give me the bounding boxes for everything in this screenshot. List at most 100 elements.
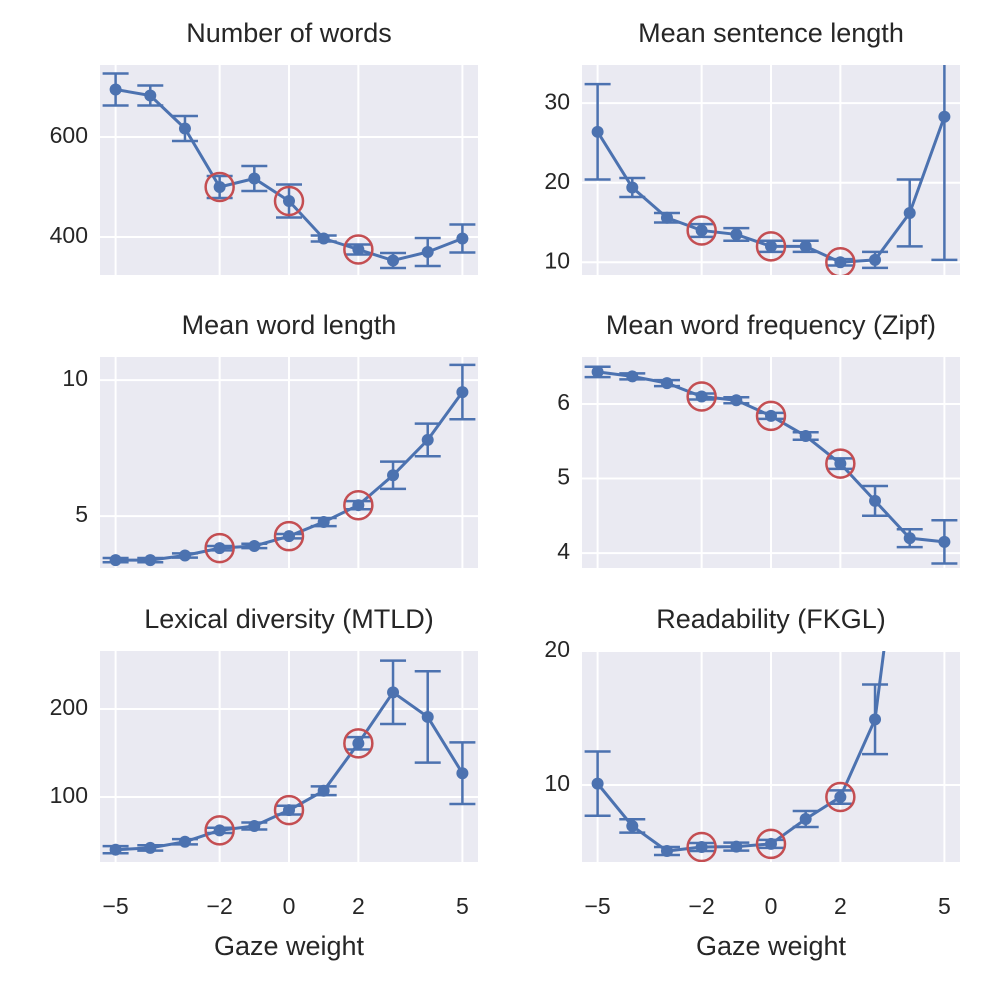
point (730, 840, 743, 853)
point (317, 516, 330, 529)
highlight-ring (343, 728, 374, 759)
subplot: 100 200 −5 −2 0 2 5 Lexical diversity (MTLD) Gaz… (50, 604, 478, 961)
plot-area (584, 651, 889, 862)
point (834, 457, 847, 470)
point (317, 784, 330, 797)
point (456, 767, 469, 780)
point (903, 532, 916, 545)
highlight-ring (825, 781, 856, 813)
point (144, 554, 157, 567)
y-tick-label: 30 (544, 88, 570, 114)
point (660, 377, 673, 390)
point (938, 110, 951, 123)
y-tick-label: 20 (544, 636, 570, 662)
point (109, 83, 122, 96)
point (283, 530, 295, 543)
point (352, 243, 365, 256)
point (765, 409, 777, 422)
highlight-ring (273, 520, 305, 552)
subplot-title: Readability (FKGL) (656, 604, 886, 634)
point (387, 254, 400, 267)
point (765, 240, 777, 253)
subplot: 400 600 Number of words (50, 18, 478, 275)
highlight-ring (686, 831, 717, 862)
point (869, 494, 882, 507)
subplot: 4 5 6 Mean word frequency (Zipf) (557, 310, 960, 568)
plot-area (584, 365, 958, 565)
x-tick-label: −2 (689, 893, 715, 919)
point (352, 737, 365, 750)
point (626, 181, 639, 194)
point (213, 542, 226, 555)
point (591, 777, 604, 790)
highlight-ring (204, 171, 235, 203)
point (695, 840, 708, 853)
highlight-ring (273, 185, 305, 217)
point (178, 122, 191, 135)
highlight-ring (755, 828, 787, 860)
highlight-ring (273, 794, 305, 826)
y-tick-label: 600 (50, 122, 88, 148)
highlight-ring (343, 489, 374, 521)
point (456, 386, 469, 399)
point (387, 469, 400, 482)
subplot-title: Mean word frequency (Zipf) (606, 310, 936, 340)
point (591, 125, 604, 138)
y-tick-label: 10 (544, 247, 570, 273)
point (213, 181, 226, 193)
x-tick-label: 2 (352, 893, 365, 919)
highlight-ring (755, 400, 787, 432)
highlight-ring (825, 247, 856, 275)
point (695, 224, 708, 237)
x-tick-label: 0 (283, 893, 296, 919)
subplot: 5 10 Mean word length (62, 310, 478, 568)
plot-area (584, 65, 958, 275)
x-tick-label: 2 (834, 893, 847, 919)
plot-area (102, 72, 476, 270)
point (421, 433, 434, 446)
y-tick-label: 5 (75, 501, 88, 527)
point (144, 89, 157, 102)
subplot-title: Number of words (186, 18, 392, 48)
highlight-ring (204, 532, 235, 564)
y-tick-label: 400 (50, 222, 88, 248)
point (178, 549, 191, 562)
subplot: 10 20 −5 −2 0 2 5 Readability (FKGL) Gaze weight (544, 604, 960, 961)
y-tick-label: 4 (557, 538, 570, 564)
point (421, 710, 434, 723)
point (248, 539, 261, 552)
point (765, 837, 777, 850)
point (869, 253, 882, 266)
point (626, 370, 639, 383)
point (144, 841, 157, 854)
point (799, 812, 812, 825)
x-tick-label: −5 (102, 893, 128, 919)
point (248, 172, 261, 185)
subplot-title: Lexical diversity (MTLD) (144, 604, 434, 634)
point (730, 228, 743, 241)
x-tick-label: 5 (938, 893, 951, 919)
x-tick-label: −2 (207, 893, 233, 919)
highlight-ring (204, 815, 235, 846)
point (352, 499, 365, 512)
point (387, 686, 400, 699)
subplot-title: Mean sentence length (638, 18, 904, 48)
point (456, 232, 469, 245)
series-line (596, 651, 886, 853)
highlight-ring (686, 381, 717, 412)
highlight-ring (343, 234, 374, 265)
point (695, 390, 708, 403)
point (591, 365, 604, 378)
point (317, 232, 330, 245)
point (109, 554, 122, 567)
subplot: 10 20 30 Mean sentence length (544, 18, 960, 275)
point (938, 535, 951, 548)
y-tick-label: 10 (544, 770, 570, 796)
point (799, 430, 812, 443)
plot-area (102, 659, 476, 856)
point (248, 819, 261, 832)
x-axis-label: Gaze weight (214, 931, 365, 961)
y-tick-label: 200 (50, 694, 88, 720)
subplot-title: Mean word length (182, 310, 397, 340)
